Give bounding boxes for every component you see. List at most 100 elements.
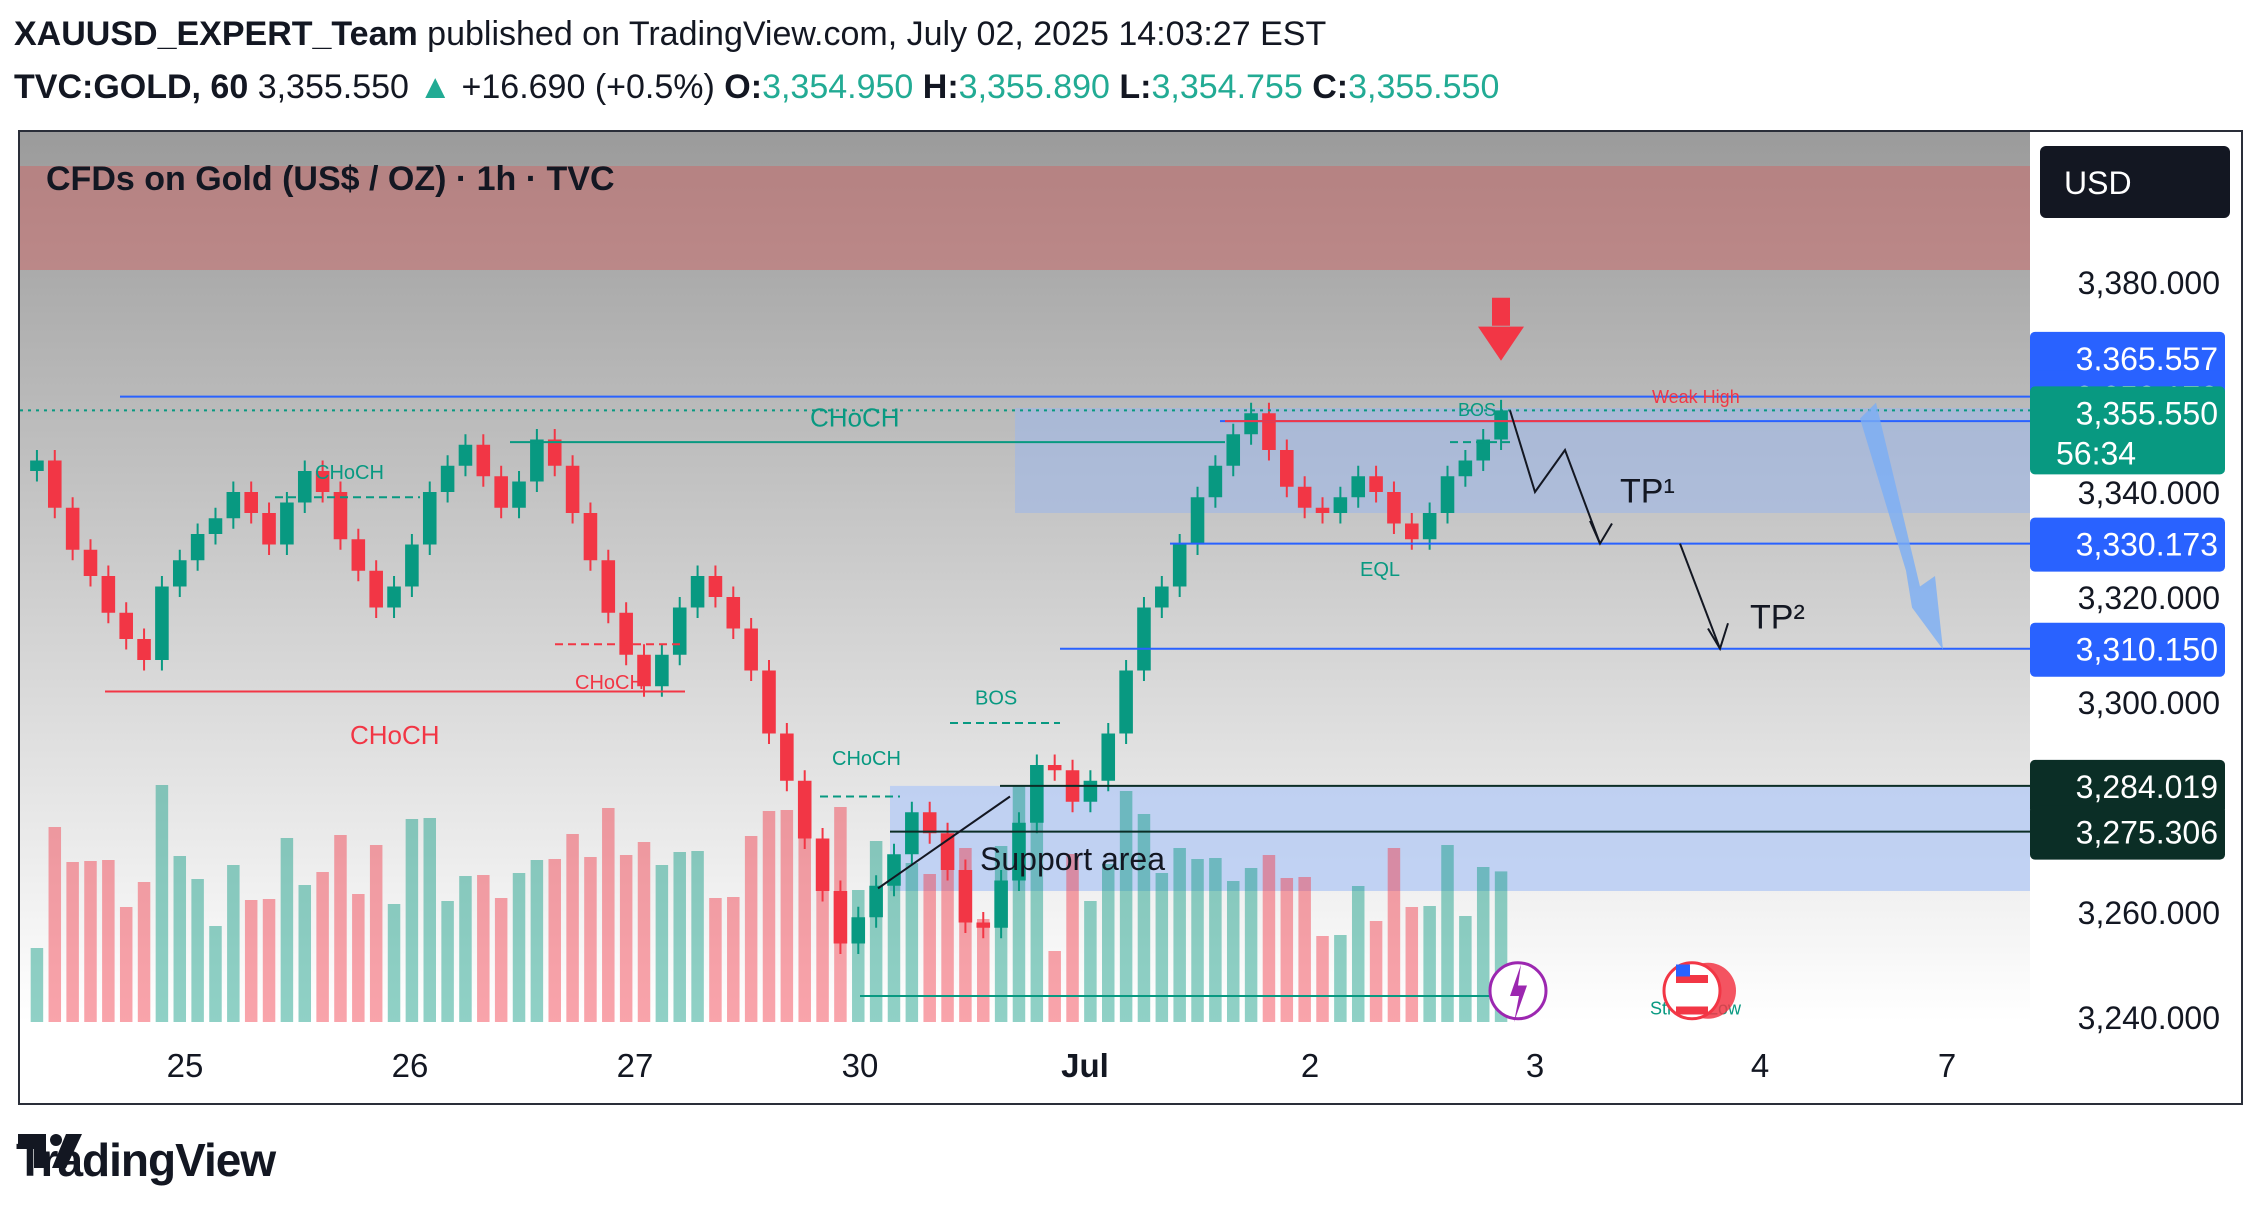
- volume-bar: [512, 873, 526, 1022]
- tradingview-logo[interactable]: TradingView: [16, 1130, 276, 1190]
- candle-body: [976, 922, 991, 928]
- candle-body: [762, 670, 776, 734]
- resistance-zone: [20, 166, 2030, 270]
- weak-high-label: Weak High: [1652, 387, 1740, 407]
- volume-bar: [744, 836, 758, 1022]
- volume-bar: [441, 901, 454, 1022]
- candle-body: [226, 492, 241, 519]
- blue-arrow-icon: [1860, 402, 1943, 650]
- volume-bar: [905, 863, 919, 1022]
- candle-body: [1458, 460, 1473, 477]
- volume-bar: [1441, 845, 1454, 1022]
- candle-body: [405, 544, 419, 587]
- volume-bar: [619, 855, 633, 1022]
- candle-body: [65, 507, 80, 550]
- candle-body: [1226, 434, 1241, 466]
- volume-bar: [227, 865, 240, 1022]
- candle-body: [476, 444, 491, 477]
- x-tick-label: 4: [1751, 1047, 1769, 1084]
- price-tag-label: 3,275.306: [2076, 815, 2218, 851]
- candle-body: [1494, 410, 1508, 440]
- candle-body: [1387, 492, 1401, 524]
- candle-body: [726, 597, 741, 629]
- volume-bar: [869, 841, 883, 1022]
- high-label: H:: [922, 68, 959, 106]
- volume-bar: [602, 808, 615, 1022]
- x-tick-label: 3: [1526, 1047, 1544, 1084]
- candle-body: [494, 476, 508, 508]
- candle-body: [601, 560, 616, 613]
- candle-body: [547, 439, 562, 466]
- choch-label: CHoCH: [810, 402, 900, 432]
- tp2-label: TP²: [1750, 599, 1805, 637]
- candle-body: [905, 812, 919, 855]
- trendline: [877, 795, 1011, 890]
- currency-box[interactable]: [2040, 146, 2230, 218]
- price-tag: [2030, 622, 2225, 677]
- author-name[interactable]: XAUUSD_EXPERT_Team: [14, 15, 418, 53]
- volume-bar: [798, 809, 811, 1022]
- price-tag: [2030, 386, 2225, 475]
- volume-bar: [405, 819, 419, 1022]
- red-arrow-icon: [1492, 297, 1510, 326]
- arrowhead-icon: [1589, 520, 1613, 546]
- volume-bar: [530, 860, 544, 1022]
- volume-bar: [1351, 886, 1365, 1022]
- price-tag: [2030, 805, 2225, 860]
- tp1-label: TP¹: [1620, 473, 1675, 511]
- price-chart[interactable]: CHoCH CHoCH CHoCH CHoCH CHoCH BOS BOS EQL Weak H…: [20, 132, 2243, 1105]
- volume-bar: [30, 948, 44, 1022]
- x-tick-label: 25: [167, 1047, 204, 1084]
- candle-body: [1101, 733, 1116, 781]
- volume-bar: [1459, 916, 1472, 1022]
- volume-bar: [548, 859, 561, 1022]
- price-tag-label: 3,284.019: [2076, 769, 2218, 805]
- candle-body: [690, 576, 705, 608]
- candle-body: [797, 780, 812, 839]
- candle-body: [1137, 607, 1151, 671]
- price-tag: [2030, 759, 2225, 814]
- us-flag-icon: [1676, 1006, 1708, 1015]
- candle-body: [1208, 465, 1223, 498]
- volume-bar: [387, 904, 401, 1022]
- candle-body: [922, 812, 937, 834]
- volume-bar: [244, 900, 258, 1022]
- volume-bar: [923, 874, 936, 1022]
- candle-body: [565, 465, 580, 513]
- price-tag: [2030, 517, 2225, 572]
- candle-body: [1083, 780, 1098, 802]
- candle-body: [672, 607, 687, 655]
- last-price: 3,355.550: [257, 68, 409, 106]
- volume-bar: [280, 838, 294, 1022]
- volume-bar: [102, 860, 115, 1022]
- candle-body: [1440, 476, 1455, 513]
- volume-bar: [1155, 873, 1169, 1022]
- x-tick-label: 2: [1301, 1047, 1319, 1084]
- x-tick-label: Jul: [1061, 1047, 1109, 1084]
- candle-body: [1012, 822, 1026, 881]
- volume-bar: [1084, 901, 1097, 1022]
- volume-bar: [1316, 936, 1329, 1022]
- candle-body: [155, 586, 169, 660]
- volume-bar: [1209, 858, 1222, 1022]
- volume-bar: [655, 865, 669, 1022]
- price-tag-label: 3,310.150: [2076, 632, 2218, 668]
- volume-bar: [155, 785, 169, 1022]
- volume-bar: [1137, 814, 1151, 1022]
- volume-bar: [1280, 878, 1294, 1022]
- support-area-label: Support area: [980, 841, 1165, 877]
- volume-bar: [84, 861, 97, 1022]
- close-label: C:: [1312, 68, 1349, 106]
- projection-path: [1509, 410, 1601, 544]
- volume-bar: [1226, 881, 1240, 1022]
- volume-bar: [334, 835, 347, 1022]
- candle-body: [1422, 513, 1437, 540]
- chart-frame[interactable]: CHoCH CHoCH CHoCH CHoCH CHoCH BOS BOS EQL Weak H…: [18, 130, 2243, 1105]
- y-tick-label: 3,240.000: [2078, 1000, 2220, 1036]
- volume-bar: [762, 811, 776, 1022]
- volume-bar: [1262, 855, 1276, 1022]
- candle-body: [994, 880, 1008, 928]
- volume-bar: [173, 856, 187, 1022]
- volume-bar: [1191, 859, 1204, 1022]
- candle-body: [262, 513, 276, 545]
